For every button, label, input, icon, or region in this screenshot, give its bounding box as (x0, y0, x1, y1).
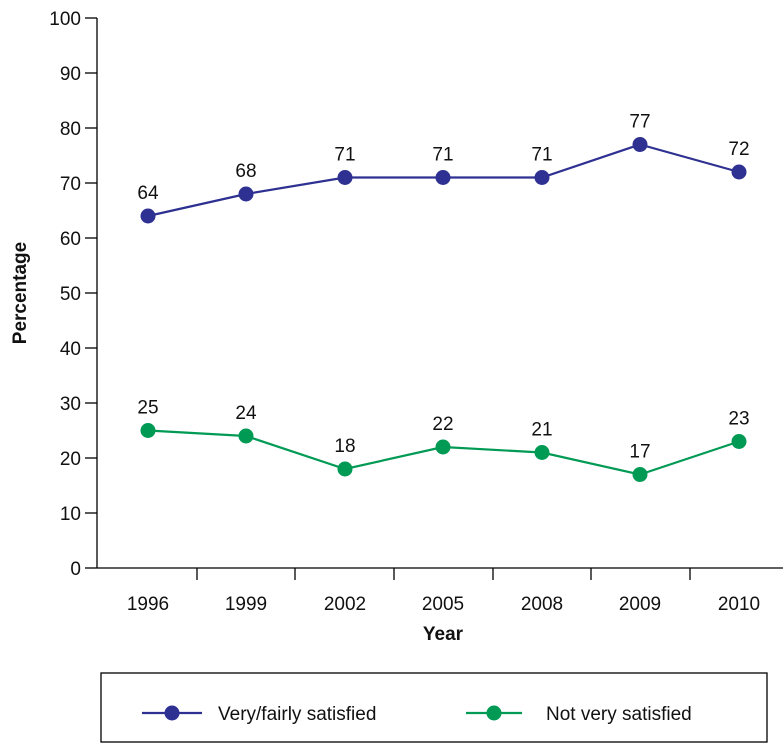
y-tick-label: 40 (60, 339, 81, 360)
series-2: 25 24 18 22 21 17 23 (137, 398, 750, 482)
y-tick-label: 80 (60, 119, 81, 140)
y-tick-label: 50 (60, 284, 81, 305)
legend: Very/fairly satisfied Not very satisfied (100, 672, 768, 743)
legend-label: Very/fairly satisfied (218, 704, 376, 725)
legend-items: Very/fairly satisfied Not very satisfied (142, 704, 692, 725)
series-layer: 64 68 71 71 71 77 72 25 24 18 22 21 17 23 (137, 112, 750, 482)
data-label: 77 (629, 112, 650, 133)
data-point (140, 208, 156, 224)
data-label: 71 (432, 145, 453, 166)
x-axis: 1996 1999 2002 2005 2008 2009 2010 (97, 567, 783, 615)
y-tick-label: 0 (70, 559, 81, 580)
data-label: 72 (728, 139, 749, 160)
data-label: 17 (629, 442, 650, 463)
data-point (435, 170, 451, 185)
x-tick-label: 2002 (324, 594, 366, 615)
legend-marker (486, 705, 502, 721)
y-axis-title: Percentage (10, 242, 31, 344)
data-point (731, 164, 747, 180)
data-point (534, 170, 550, 185)
legend-label: Not very satisfied (546, 704, 692, 725)
data-label: 22 (432, 414, 453, 435)
y-tick-label: 20 (60, 449, 81, 470)
data-point (435, 439, 451, 455)
x-tick-label: 1996 (127, 594, 169, 615)
data-point (534, 445, 550, 460)
y-tick-label: 100 (49, 9, 81, 30)
y-axis: 0 10 20 30 40 50 60 70 80 90 100 (49, 9, 98, 580)
data-point (140, 423, 156, 438)
data-point (632, 467, 648, 482)
data-point (731, 434, 747, 449)
legend-item: Very/fairly satisfied (142, 704, 376, 725)
data-label: 68 (235, 161, 256, 182)
data-label: 25 (137, 398, 158, 419)
y-tick-label: 90 (60, 64, 81, 85)
x-tick-label: 2010 (718, 594, 760, 615)
legend-item: Not very satisfied (466, 704, 692, 725)
data-point (337, 170, 353, 185)
data-label: 71 (334, 145, 355, 166)
y-tick-label: 70 (60, 174, 81, 195)
data-point (337, 461, 353, 477)
y-tick-label: 10 (60, 504, 81, 525)
data-point (632, 137, 648, 152)
x-tick-label: 2009 (619, 594, 661, 615)
data-label: 71 (531, 145, 552, 166)
x-tick-label: 1999 (225, 594, 267, 615)
y-tick-label: 30 (60, 394, 81, 415)
x-tick-label: 2008 (521, 594, 563, 615)
x-tick-label: 2005 (422, 594, 464, 615)
data-label: 21 (531, 420, 552, 441)
data-label: 24 (235, 403, 257, 424)
y-tick-label: 60 (60, 229, 81, 250)
data-label: 18 (334, 436, 355, 457)
data-label: 23 (728, 409, 749, 430)
x-axis-title: Year (423, 624, 464, 645)
data-point (238, 186, 254, 202)
legend-box (100, 672, 768, 743)
data-label: 64 (137, 183, 159, 204)
data-point (238, 428, 254, 444)
series-1: 64 68 71 71 71 77 72 (137, 112, 750, 224)
legend-marker (164, 705, 180, 721)
